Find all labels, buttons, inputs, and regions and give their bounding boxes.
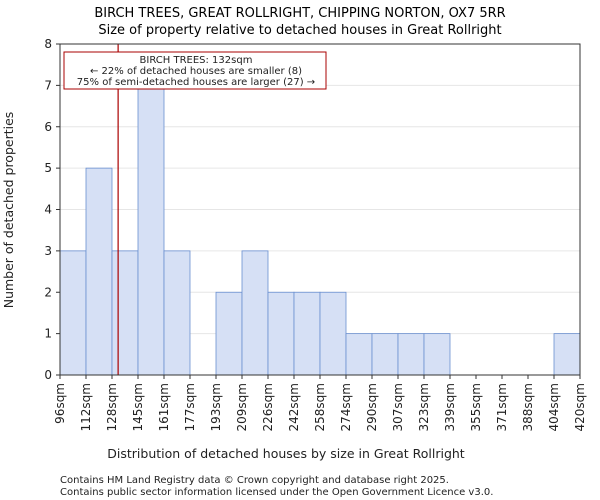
- y-tick-label: 0: [44, 368, 52, 382]
- annotation-border: [63, 51, 327, 90]
- y-tick-label: 1: [44, 327, 52, 341]
- y-tick-labels: 0 1 2 3 4 5 6 7 8: [44, 37, 60, 382]
- x-tick-label: 96sqm: [53, 383, 67, 424]
- x-tick-label: 128sqm: [105, 383, 119, 431]
- x-tick-label: 193sqm: [209, 383, 223, 431]
- bar-112sqm: [85, 167, 113, 376]
- bar-290sqm: [371, 333, 399, 376]
- x-tick-label: 161sqm: [157, 383, 171, 431]
- bar-128sqm: [111, 250, 139, 376]
- bar-96sqm: [59, 250, 87, 376]
- x-tick-label: 307sqm: [391, 383, 405, 431]
- annotation-line-3: 75% of semi-detached houses are larger (…: [77, 77, 315, 88]
- x-tick-label: 112sqm: [79, 383, 93, 431]
- x-tick-label: 404sqm: [547, 383, 561, 431]
- footer-line-1: Contains HM Land Registry data © Crown c…: [60, 475, 449, 486]
- chart-subtitle: Size of property relative to detached ho…: [98, 23, 501, 38]
- bar-145sqm: [137, 84, 165, 376]
- annotation-box: BIRCH TREES: 132sqm ← 22% of detached ho…: [63, 51, 327, 90]
- x-tick-label: 145sqm: [131, 383, 145, 431]
- annotation-line-2: ← 22% of detached houses are smaller (8): [90, 66, 302, 77]
- x-tick-label: 290sqm: [365, 383, 379, 431]
- bar-307sqm: [397, 333, 425, 376]
- x-tick-label: 274sqm: [339, 383, 353, 431]
- y-tick-label: 4: [44, 203, 52, 217]
- x-tick-label: 420sqm: [573, 383, 587, 431]
- bar-242sqm: [293, 291, 321, 376]
- bar-226sqm: [267, 291, 295, 376]
- x-tick-label: 258sqm: [313, 383, 327, 431]
- bar-193sqm: [215, 291, 243, 376]
- x-tick-label: 323sqm: [417, 383, 431, 431]
- chart-title: BIRCH TREES, GREAT ROLLRIGHT, CHIPPING N…: [94, 6, 505, 21]
- bar-209sqm: [241, 250, 269, 376]
- annotation-line-1: BIRCH TREES: 132sqm: [140, 55, 253, 66]
- bar-161sqm: [163, 250, 191, 376]
- y-axis-label: Number of detached properties: [1, 112, 16, 309]
- y-tick-label: 7: [44, 78, 52, 92]
- y-tick-label: 2: [44, 285, 52, 299]
- x-tick-label: 226sqm: [261, 383, 275, 431]
- bar-258sqm: [319, 291, 347, 376]
- x-tick-label: 177sqm: [183, 383, 197, 431]
- bar-323sqm: [423, 333, 451, 376]
- y-tick-label: 8: [44, 37, 52, 51]
- bar-274sqm: [345, 333, 373, 376]
- footer-line-2: Contains public sector information licen…: [60, 487, 493, 498]
- x-tick-label: 388sqm: [521, 383, 535, 431]
- x-tick-label: 371sqm: [495, 383, 509, 431]
- x-axis-label: Distribution of detached houses by size …: [107, 446, 465, 461]
- y-tick-label: 6: [44, 120, 52, 134]
- x-tick-labels: 96sqm 112sqm 128sqm 145sqm 161sqm 177sqm 193sq…: [53, 375, 587, 431]
- bars: [59, 84, 581, 376]
- y-tick-label: 3: [44, 244, 52, 258]
- x-tick-label: 242sqm: [287, 383, 301, 431]
- y-tick-label: 5: [44, 161, 52, 175]
- x-tick-label: 209sqm: [235, 383, 249, 431]
- x-tick-label: 355sqm: [469, 383, 483, 431]
- x-tick-label: 339sqm: [443, 383, 457, 431]
- bar-404sqm: [553, 333, 581, 376]
- plot-frame: [59, 43, 581, 376]
